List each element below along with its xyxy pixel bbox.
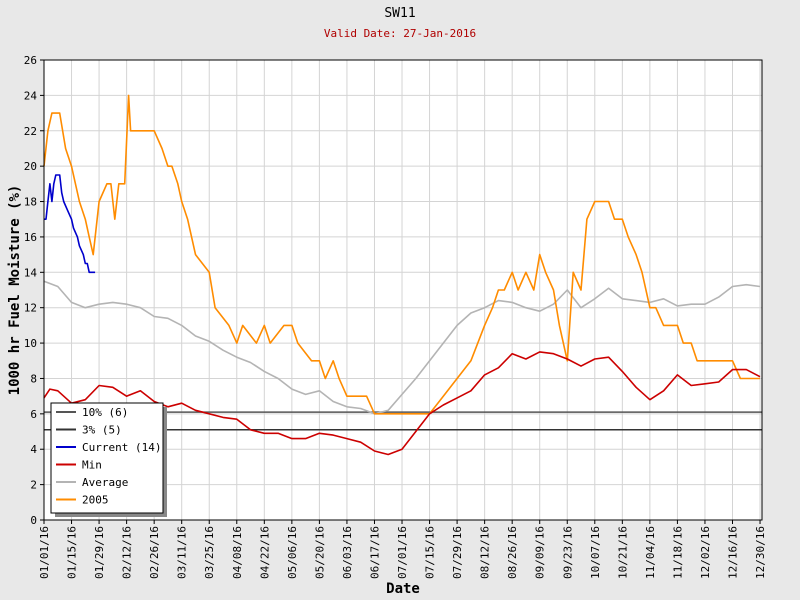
x-tick-label: 06/17/16 (368, 526, 381, 579)
series-line-current-14 (44, 174, 96, 274)
x-tick-label: 01/01/16 (38, 526, 51, 579)
y-tick-label: 18 (24, 196, 37, 209)
series-lines (43, 94, 761, 456)
x-tick-label: 03/11/16 (176, 526, 189, 579)
x-tick-label: 10/21/16 (616, 526, 629, 579)
x-tick-label: 05/06/16 (286, 526, 299, 579)
legend-label: Min (82, 459, 102, 472)
legend-label: 2005 (82, 494, 109, 507)
x-tick-label: 09/09/16 (534, 526, 547, 579)
legend-label: Average (82, 476, 128, 489)
chart-subtitle: Valid Date: 27-Jan-2016 (323, 27, 477, 40)
x-tick-label: 07/15/16 (424, 526, 437, 579)
x-tick-label: 12/30/16 (754, 526, 767, 579)
y-tick-label: 8 (30, 372, 37, 385)
x-tick-label: 08/26/16 (506, 526, 519, 579)
y-tick-label: 14 (24, 266, 38, 279)
y-tick-label: 2 (30, 479, 37, 492)
y-tick-label: 22 (24, 125, 37, 138)
y-tick-label: 12 (24, 302, 37, 315)
x-tick-label: 10/07/16 (589, 526, 602, 579)
y-tick-label: 0 (30, 514, 37, 527)
x-tick-label: 05/20/16 (313, 526, 326, 579)
x-tick-label: 01/29/16 (93, 526, 106, 579)
y-tick-label: 10 (24, 337, 37, 350)
series-line-2005 (43, 94, 760, 415)
x-axis-label: Date (386, 581, 420, 597)
legend-box (50, 402, 164, 514)
x-tick-label: 03/25/16 (203, 526, 216, 579)
x-tick-label: 11/18/16 (671, 526, 684, 579)
x-tick-label: 04/08/16 (231, 526, 244, 579)
x-tick-label: 02/12/16 (121, 526, 134, 579)
y-axis-label: 1000 hr Fuel Moisture (%) (7, 185, 23, 396)
grid (43, 59, 762, 521)
series-line-average (43, 280, 761, 415)
y-tick-label: 16 (24, 231, 37, 244)
x-tick-label: 09/23/16 (561, 526, 574, 579)
series-line-min (43, 351, 761, 456)
x-tick-label: 12/16/16 (726, 526, 739, 579)
x-tick-label: 04/22/16 (258, 526, 271, 579)
legend-label: 10% (6) (82, 406, 128, 419)
y-tick-label: 26 (24, 54, 37, 67)
chart-title: SW11 (384, 6, 416, 21)
legend-label: Current (14) (82, 441, 161, 454)
x-tick-label: 12/02/16 (699, 526, 712, 579)
y-tick-label: 24 (24, 89, 38, 102)
x-tick-label: 11/04/16 (644, 526, 657, 579)
x-tick-label: 02/26/16 (148, 526, 161, 579)
x-tick-label: 07/29/16 (451, 526, 464, 579)
plot-frame (43, 59, 763, 521)
y-tick-label: 4 (30, 443, 37, 456)
x-axis-ticks: 01/01/16 01/15/16 01/29/16 02/12/16 02/26/16… (38, 520, 767, 579)
y-tick-label: 6 (30, 408, 37, 421)
legend: 10% (6) 3% (5) Current (14) Min Average 2005 (50, 402, 167, 517)
x-tick-label: 07/01/16 (396, 526, 409, 579)
x-tick-label: 06/03/16 (341, 526, 354, 579)
x-tick-label: 08/12/16 (479, 526, 492, 579)
y-tick-label: 20 (24, 160, 37, 173)
x-tick-label: 01/15/16 (66, 526, 79, 579)
legend-label: 3% (5) (82, 424, 122, 437)
